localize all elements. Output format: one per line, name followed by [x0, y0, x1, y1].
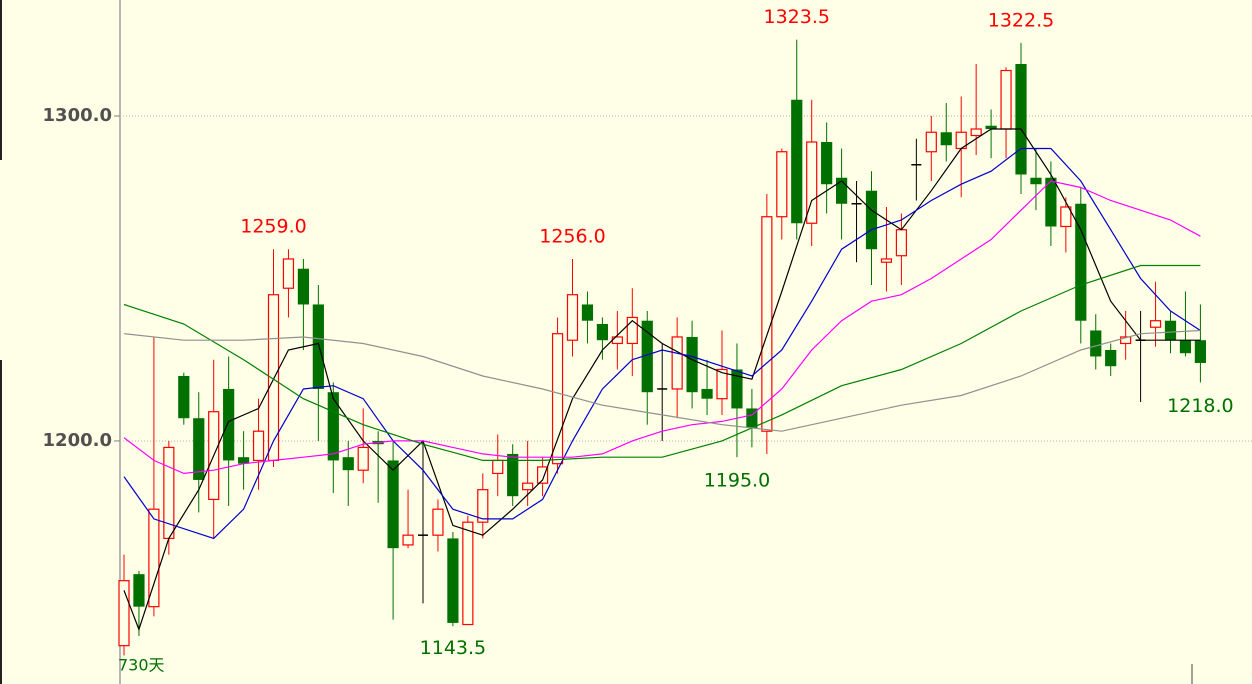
candle-body: [806, 141, 818, 224]
candle-body: [940, 132, 952, 146]
annotation: 1143.5: [420, 637, 486, 659]
candle-body: [402, 534, 414, 546]
candle-body: [357, 446, 369, 471]
candle-body: [865, 190, 878, 250]
candle-body: [1149, 320, 1162, 328]
candle-body: [238, 457, 250, 464]
annotation: 1218.0: [1167, 395, 1233, 417]
candle-body: [880, 258, 893, 263]
candle-body: [447, 538, 459, 623]
candle-body: [148, 508, 160, 608]
candle-body: [536, 466, 549, 484]
candle-body: [387, 460, 399, 549]
candle-body: [252, 430, 265, 462]
candle-body: [581, 304, 594, 321]
candle-body: [686, 336, 698, 393]
candle-body: [551, 333, 564, 465]
candle-body: [342, 457, 354, 471]
candle-body: [671, 336, 683, 390]
candle-body: [895, 229, 908, 257]
annotation: 1259.0: [240, 216, 306, 238]
candle-body: [297, 268, 309, 305]
candle-body: [118, 580, 130, 647]
candle-body: [611, 336, 623, 345]
annotation: 1256.0: [539, 225, 605, 247]
annotation: 1195.0: [704, 470, 770, 492]
candle-body: [1105, 349, 1117, 367]
candle-body: [1015, 64, 1027, 175]
candle-body: [985, 125, 997, 130]
period-label: 730天: [118, 656, 165, 675]
candle-body: [1030, 177, 1042, 185]
candle-body: [477, 489, 489, 523]
candle-body: [970, 128, 982, 137]
annotation: 1323.5: [764, 6, 830, 28]
candle-body: [312, 304, 324, 389]
candle-body: [716, 368, 728, 400]
candle-body: [282, 258, 295, 289]
candle-body: [1060, 206, 1072, 228]
candle-body: [641, 320, 653, 393]
candle-body: [566, 294, 579, 341]
candle-body: [731, 369, 743, 409]
candle-body: [1120, 336, 1132, 345]
candle-body: [178, 375, 190, 419]
candle-body: [776, 151, 788, 218]
y-tick-label: 1300.0: [43, 105, 112, 126]
ma-line: [123, 329, 1201, 432]
candle-body: [223, 388, 235, 461]
candle-body: [836, 177, 848, 204]
candle-body: [761, 216, 773, 432]
y-tick-label: 1200.0: [43, 430, 112, 451]
candle-body: [1090, 330, 1102, 357]
candle-body: [492, 459, 504, 475]
candle-body: [1179, 340, 1192, 354]
candle-body: [462, 521, 474, 626]
annotation: 1322.5: [988, 9, 1054, 31]
candle-body: [626, 316, 638, 345]
candle-body: [327, 392, 339, 461]
candle-body: [701, 388, 713, 399]
candle-body: [746, 408, 758, 428]
candle-body: [791, 99, 803, 224]
candle-body: [193, 418, 205, 480]
candle-body: [1194, 340, 1206, 363]
candle-body: [925, 131, 937, 153]
ma-line: [123, 147, 1201, 540]
candle-body: [432, 508, 444, 536]
ma-line: [123, 128, 1201, 632]
candle-body: [821, 141, 833, 185]
candle-body: [1075, 203, 1087, 321]
candle-body: [1045, 177, 1057, 227]
ma-line: [123, 180, 1201, 475]
candle-body: [1000, 69, 1012, 130]
candle-body: [133, 574, 145, 607]
candle-body: [522, 482, 534, 491]
candle-body: [507, 453, 519, 497]
candle-body: [596, 323, 608, 341]
candle-body: [1164, 320, 1177, 341]
ma-line: [123, 264, 1201, 461]
